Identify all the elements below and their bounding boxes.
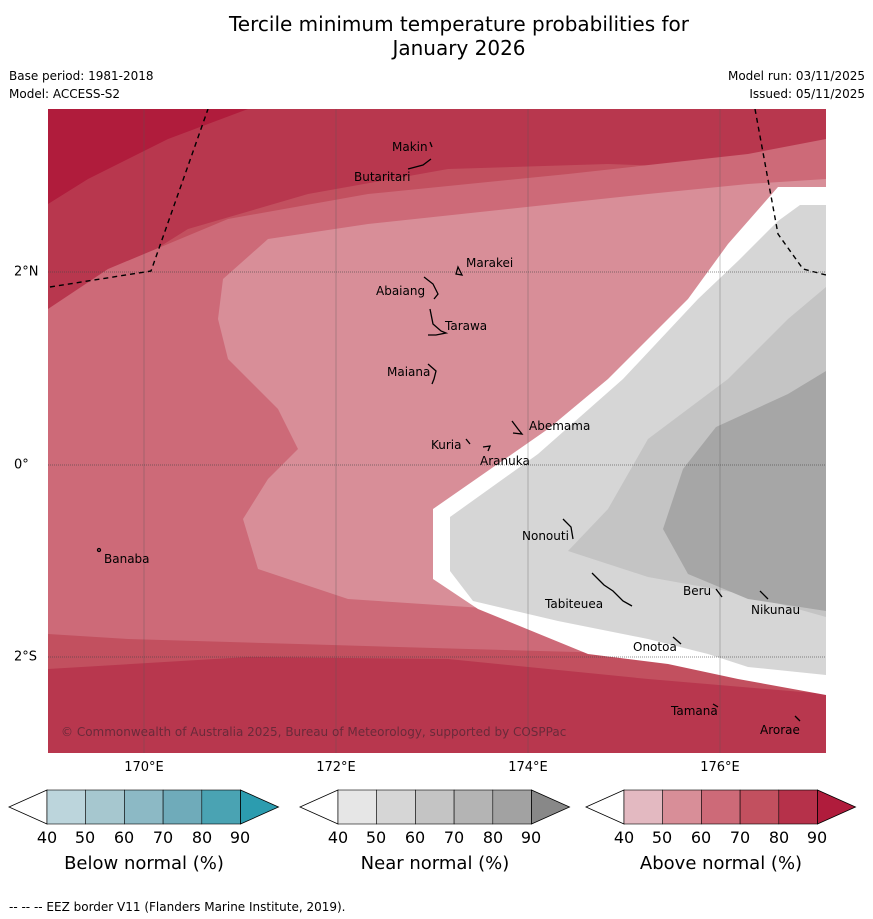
place-aranuka: Aranuka bbox=[480, 454, 530, 468]
place-abaiang: Abaiang bbox=[376, 284, 425, 298]
lon-label-176e: 176°E bbox=[700, 760, 740, 775]
colorbar-above-swatch bbox=[662, 789, 702, 825]
tick-label: 40 bbox=[36, 828, 58, 847]
above-band-80-90 bbox=[48, 109, 826, 309]
place-maiana: Maiana bbox=[387, 365, 430, 379]
place-onotoa: Onotoa bbox=[633, 640, 677, 654]
colorbar-above bbox=[585, 789, 857, 825]
colorbar-below-swatch bbox=[124, 789, 164, 825]
place-tarawa: Tarawa bbox=[444, 319, 487, 333]
lat-label-2s: 2°S bbox=[14, 649, 38, 665]
tick-label: 60 bbox=[404, 828, 426, 847]
colorbar-above-extend-high bbox=[817, 789, 857, 825]
colorbar-above-extend-low bbox=[585, 789, 625, 825]
lat-gridlines bbox=[48, 271, 826, 658]
above-band-90-top bbox=[48, 109, 248, 204]
place-nikunau: Nikunau bbox=[751, 603, 800, 617]
colorbar-below-extend-low bbox=[8, 789, 48, 825]
tick-label: 40 bbox=[613, 828, 635, 847]
tick-label: 90 bbox=[229, 828, 251, 847]
eez-border bbox=[754, 109, 826, 276]
tick-label: 80 bbox=[191, 828, 213, 847]
colorbar-below-swatch bbox=[85, 789, 125, 825]
tick-label: 50 bbox=[651, 828, 673, 847]
near-normal-label: Near normal (%) bbox=[360, 853, 510, 874]
tick-label: 80 bbox=[768, 828, 790, 847]
colorbar-below-swatch bbox=[201, 789, 241, 825]
colorbar-above-swatch bbox=[701, 789, 741, 825]
colorbar-near-swatch bbox=[376, 789, 416, 825]
colorbar-above-swatch bbox=[739, 789, 780, 825]
above-band-80-90-bottom bbox=[48, 657, 826, 753]
colorbar-below-swatch bbox=[46, 789, 87, 825]
place-marakei: Marakei bbox=[466, 256, 513, 270]
colorbar-below-extend-high bbox=[240, 789, 280, 825]
below-normal-label: Below normal (%) bbox=[64, 853, 224, 874]
place-makin: Makin bbox=[392, 140, 428, 154]
near-band-70-80 bbox=[663, 354, 826, 611]
base-period-text: Base period: 1981-2018 bbox=[9, 69, 154, 83]
place-tabiteuea: Tabiteuea bbox=[544, 597, 603, 611]
colorbar-near-extend-high bbox=[531, 789, 571, 825]
lat-label-2n: 2°N bbox=[14, 264, 39, 280]
colorbar-near-swatch bbox=[415, 789, 455, 825]
colorbar-near-swatch bbox=[337, 789, 378, 825]
issued-text: Issued: 05/11/2025 bbox=[749, 87, 865, 101]
title-line-1: Tercile minimum temperature probabilitie… bbox=[228, 12, 690, 36]
tick-label: 90 bbox=[520, 828, 542, 847]
place-nonouti: Nonouti bbox=[522, 529, 569, 543]
tick-label: 60 bbox=[690, 828, 712, 847]
colorbar-near bbox=[299, 789, 571, 825]
model-text: Model: ACCESS-S2 bbox=[9, 87, 121, 101]
meta-right: Model run: 03/11/2025 Issued: 05/11/2025 bbox=[728, 67, 865, 103]
tick-label: 40 bbox=[327, 828, 349, 847]
copyright-text: © Commonwealth of Australia 2025, Bureau… bbox=[61, 725, 566, 739]
colorbar-near-swatch bbox=[492, 789, 532, 825]
lon-label-172e: 172°E bbox=[316, 760, 356, 775]
colorbar-above-swatch bbox=[623, 789, 664, 825]
tick-label: 70 bbox=[443, 828, 465, 847]
place-butaritari: Butaritari bbox=[354, 170, 411, 184]
title-line-2: January 2026 bbox=[392, 36, 526, 60]
tick-label: 50 bbox=[74, 828, 96, 847]
place-banaba: Banaba bbox=[104, 552, 150, 566]
lon-label-174e: 174°E bbox=[508, 760, 548, 775]
tick-label: 80 bbox=[482, 828, 504, 847]
lon-gridlines bbox=[143, 109, 721, 753]
colorbar-near-swatch bbox=[453, 789, 494, 825]
tick-label: 60 bbox=[113, 828, 135, 847]
colorbar-below bbox=[8, 789, 280, 825]
tick-label: 70 bbox=[152, 828, 174, 847]
above-normal-label: Above normal (%) bbox=[639, 853, 803, 874]
chart-title: Tercile minimum temperature probabilitie… bbox=[0, 12, 873, 60]
colorbar-above-swatch bbox=[778, 789, 818, 825]
place-kuria: Kuria bbox=[431, 438, 462, 452]
probability-map: Makin Butaritari Marakei Abaiang Tarawa … bbox=[48, 109, 826, 753]
tick-label: 50 bbox=[365, 828, 387, 847]
place-beru: Beru bbox=[683, 584, 711, 598]
meta-left: Base period: 1981-2018 Model: ACCESS-S2 bbox=[9, 67, 154, 103]
tick-label: 70 bbox=[729, 828, 751, 847]
colorbar-below-swatch bbox=[162, 789, 203, 825]
place-abemama: Abemama bbox=[529, 419, 590, 433]
tick-label: 90 bbox=[806, 828, 828, 847]
model-run-text: Model run: 03/11/2025 bbox=[727, 69, 865, 83]
colorbar-near-extend-low bbox=[299, 789, 339, 825]
place-arorae: Arorae bbox=[760, 723, 800, 737]
eez-footnote: -- -- -- EEZ border V11 (Flanders Marine… bbox=[9, 900, 346, 914]
place-tamana: Tamana bbox=[670, 704, 718, 718]
island-outlines bbox=[96, 141, 801, 722]
eez-border bbox=[49, 109, 209, 288]
lat-label-0: 0° bbox=[14, 457, 29, 473]
lon-label-170e: 170°E bbox=[124, 760, 164, 775]
